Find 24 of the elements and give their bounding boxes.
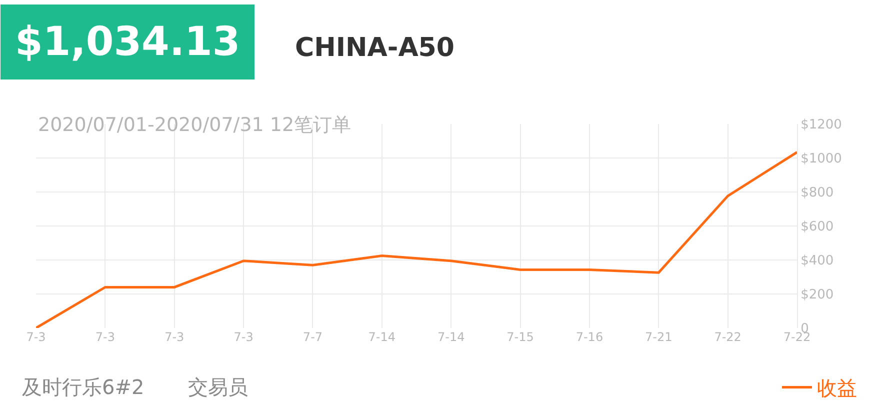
text: $1,034.13	[15, 19, 240, 65]
chart-title: CHINA-A50	[295, 33, 454, 64]
x-tick-label: 7-14	[368, 330, 396, 344]
y-tick-label: $200	[800, 288, 834, 303]
text: 及时行乐6#2	[22, 375, 144, 399]
x-tick-label: 7-22	[714, 330, 742, 344]
x-tick-label: 7-14	[437, 330, 465, 344]
x-tick-label: 7-16	[576, 330, 604, 344]
x-tick-label: 7-3	[164, 330, 184, 344]
x-tick-label: 7-15	[506, 330, 534, 344]
line-series	[36, 150, 797, 328]
legend-label: 收益	[817, 376, 857, 400]
chart-subtitle: 2020/07/01-2020/07/31 12笔订单	[38, 114, 352, 136]
x-tick-label: 7-7	[302, 330, 323, 344]
y-tick-label: $400	[800, 254, 834, 269]
y-tick-label: $1000	[800, 152, 842, 167]
text: 交易员	[188, 375, 248, 399]
y-tick-label: $1200	[800, 118, 842, 133]
y-tick-label: $800	[800, 186, 834, 201]
x-tick-label: 7-3	[234, 330, 254, 344]
y-tick-label: $600	[800, 220, 834, 235]
x-tick-label: 7-3	[95, 330, 115, 344]
x-tick-label: 7-21	[645, 330, 672, 344]
x-tick-label: 7-3	[26, 330, 46, 344]
